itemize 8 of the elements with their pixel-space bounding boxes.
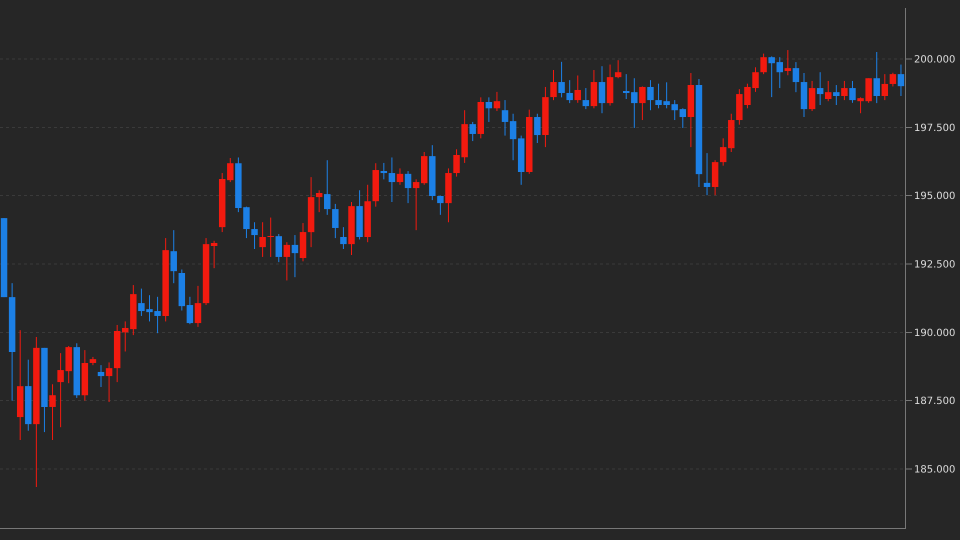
y-tick-label: 185.000 [914,464,956,476]
y-tick-label: 195.000 [914,191,956,202]
y-tick-label: 200.000 [914,54,956,66]
y-tick-label: 187.500 [914,396,956,408]
y-tick-label: 190.000 [914,328,956,339]
y-tick-label: 192.500 [914,260,956,271]
candlestick [494,91,500,112]
y-tick-label: 197.500 [914,122,956,134]
